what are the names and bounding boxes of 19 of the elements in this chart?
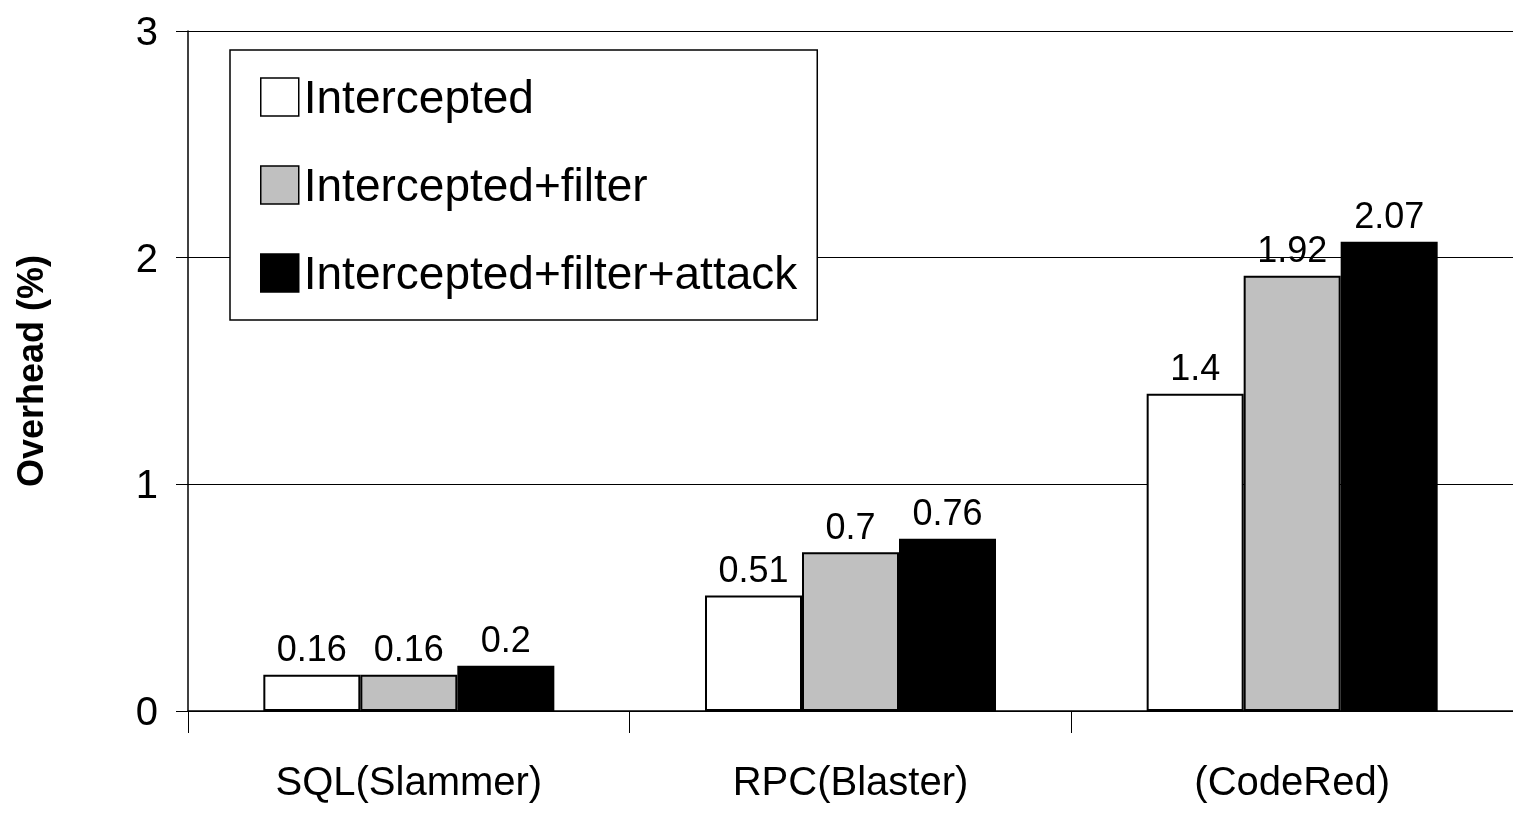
x-tick-label: RPC(Blaster) [732, 759, 969, 803]
legend-label: Intercepted+filter [303, 159, 648, 211]
data-label: 0.2 [480, 619, 531, 661]
x-tick-label: (CodeRed) [1194, 759, 1390, 803]
legend-label: Intercepted [303, 71, 534, 123]
data-label: 0.7 [825, 505, 876, 547]
y-tick-label: 0 [135, 689, 158, 733]
legend-label: Intercepted+filter+attack [303, 247, 799, 299]
y-tick-label: 1 [135, 462, 158, 507]
y-axis-title: Overhead (%) [9, 254, 51, 488]
data-label: 0.76 [912, 492, 983, 534]
data-label: 2.07 [1354, 195, 1425, 237]
x-tick-label: SQL(Slammer) [275, 759, 543, 803]
y-tick-label: 3 [135, 9, 158, 53]
data-label: 0.51 [718, 548, 789, 590]
data-label: 0.16 [276, 628, 347, 670]
data-label: 1.4 [1170, 347, 1221, 389]
y-tick-label: 2 [135, 235, 158, 280]
data-label: 0.16 [373, 628, 444, 670]
